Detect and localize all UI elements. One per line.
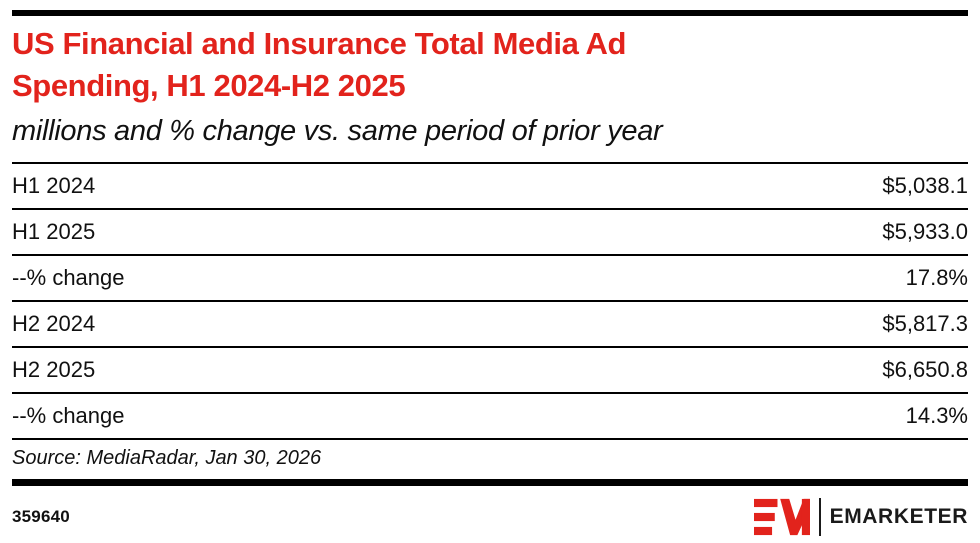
row-label: H1 2025	[12, 219, 96, 244]
row-label: H2 2024	[12, 311, 96, 336]
row-value: $5,933.0	[882, 219, 968, 244]
logo-wordmark: EMARKETER	[829, 505, 968, 528]
row-value: $5,038.1	[882, 173, 968, 198]
table-row: H1 2025 $5,933.0	[12, 208, 968, 254]
logo-divider	[818, 498, 821, 536]
top-rule	[12, 10, 968, 16]
em-logo-icon	[753, 498, 810, 536]
table-row: --% change 17.8%	[12, 254, 968, 300]
emarketer-logo: EMARKETER	[753, 497, 968, 537]
chart-id: 359640	[12, 507, 70, 526]
chart-title: US Financial and Insurance Total Media A…	[12, 26, 627, 103]
spending-table-body: H1 2024 $5,038.1 H1 2025 $5,933.0 --% change…	[12, 162, 968, 440]
table-row: H2 2024 $5,817.3	[12, 300, 968, 346]
row-label: H1 2024	[12, 173, 96, 198]
row-value: $6,650.8	[882, 357, 968, 382]
row-value: 17.8%	[905, 265, 968, 290]
row-label: H2 2025	[12, 357, 96, 382]
table-row: --% change 14.3%	[12, 392, 968, 440]
footer: 359640 EMARKETER	[12, 486, 968, 537]
chart-subtitle: millions and % change vs. same period of…	[12, 115, 663, 147]
table-row: H1 2024 $5,038.1	[12, 162, 968, 208]
row-label: --% change	[12, 403, 125, 428]
table-row: H2 2025 $6,650.8	[12, 346, 968, 392]
footer-rule	[12, 479, 968, 486]
source-note: Source: MediaRadar, Jan 30, 2026	[12, 447, 322, 469]
row-value: 14.3%	[905, 403, 968, 428]
row-value: $5,817.3	[882, 311, 968, 336]
spending-table: H1 2024 $5,038.1 H1 2025 $5,933.0 --% change…	[12, 162, 968, 440]
row-label: --% change	[12, 265, 125, 290]
